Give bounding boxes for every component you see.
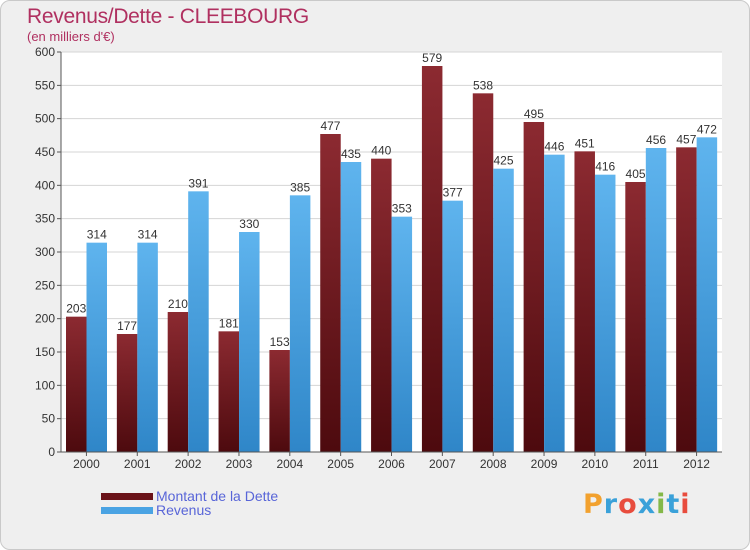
data-label-revenus: 314 [87,228,107,242]
y-tick-label: 600 [35,45,55,59]
x-tick-label: 2002 [175,457,202,471]
bar-dette [421,66,443,452]
x-tick-label: 2001 [124,457,151,471]
bar-revenus [493,168,514,452]
bar-revenus [544,154,565,452]
bar-dette [523,122,545,452]
bar-revenus [442,200,463,452]
bar-dette [269,350,290,452]
data-label-dette: 440 [371,144,391,158]
data-label-revenus: 385 [290,180,310,194]
bar-dette [625,182,646,452]
x-tick-label: 2006 [378,457,405,471]
data-label-revenus: 314 [138,228,158,242]
data-label-dette: 538 [473,78,493,92]
bar-revenus [137,242,158,452]
y-tick-label: 200 [35,312,55,326]
bar-revenus [188,191,209,453]
data-label-dette: 457 [676,132,696,146]
x-tick-label: 2009 [531,457,558,471]
data-label-dette: 477 [320,119,340,133]
data-label-dette: 153 [270,335,290,349]
bar-revenus [86,242,107,452]
data-label-revenus: 377 [443,186,463,200]
y-tick-label: 50 [42,412,56,426]
bar-revenus [340,162,362,452]
data-label-revenus: 456 [646,133,666,147]
x-tick-label: 2007 [429,457,456,471]
x-tick-label: 2008 [480,457,507,471]
chart-title: Revenus/Dette - CLEEBOURG [27,5,309,28]
data-label-dette: 203 [66,302,86,316]
bar-revenus [391,216,413,452]
data-label-revenus: 330 [239,217,259,231]
data-label-dette: 210 [168,297,188,311]
data-label-revenus: 425 [494,154,514,168]
bar-revenus [594,174,616,452]
chart-subtitle: (en milliers d'€) [27,29,115,44]
x-tick-label: 2000 [73,457,100,471]
data-label-revenus: 391 [188,176,208,190]
data-label-revenus: 472 [697,122,717,136]
legend-item-revenus: Revenus [101,502,211,518]
data-label-dette: 495 [524,107,544,121]
data-label-dette: 177 [117,319,137,333]
bar-dette [676,147,697,453]
bar-dette [116,334,138,452]
y-tick-label: 0 [48,445,55,459]
bar-revenus [696,137,718,453]
data-label-revenus: 435 [341,147,361,161]
x-tick-label: 2004 [276,457,303,471]
data-label-revenus: 353 [392,202,412,216]
legend-swatch-dette [101,492,153,500]
bar-revenus [239,232,260,452]
legend-swatch-revenus [101,506,153,514]
y-tick-label: 300 [35,245,55,259]
x-tick-label: 2005 [327,457,354,471]
x-tick-label: 2012 [683,457,710,471]
legend-label-dette: Montant de la Dette [156,488,279,504]
x-tick-label: 2003 [226,457,253,471]
bar-dette [66,316,87,452]
y-tick-label: 250 [35,278,55,292]
data-label-dette: 405 [626,167,646,181]
bar-dette [320,134,341,452]
y-tick-label: 150 [35,345,55,359]
y-tick-label: 100 [35,378,55,392]
y-tick-label: 500 [35,112,55,126]
proxiti-logo: Proxiti [583,489,691,520]
bar-dette [218,331,240,452]
data-label-dette: 579 [422,51,442,65]
y-tick-label: 400 [35,178,55,192]
bar-revenus [289,195,311,453]
y-tick-label: 450 [35,145,55,159]
bar-dette [167,312,189,452]
bar-revenus [645,148,667,452]
x-tick-label: 2011 [633,457,659,471]
x-tick-label: 2010 [582,457,609,471]
y-tick-label: 550 [35,78,55,92]
y-tick-label: 350 [35,212,55,226]
legend-item-dette: Montant de la Dette [101,488,278,504]
bar-dette [574,151,595,453]
data-label-revenus: 416 [595,160,615,174]
data-label-revenus: 446 [544,140,564,154]
data-label-dette: 181 [219,316,239,330]
bar-dette [371,158,392,452]
legend-label-revenus: Revenus [156,502,212,518]
data-label-dette: 451 [575,136,595,150]
bar-dette [472,93,494,452]
